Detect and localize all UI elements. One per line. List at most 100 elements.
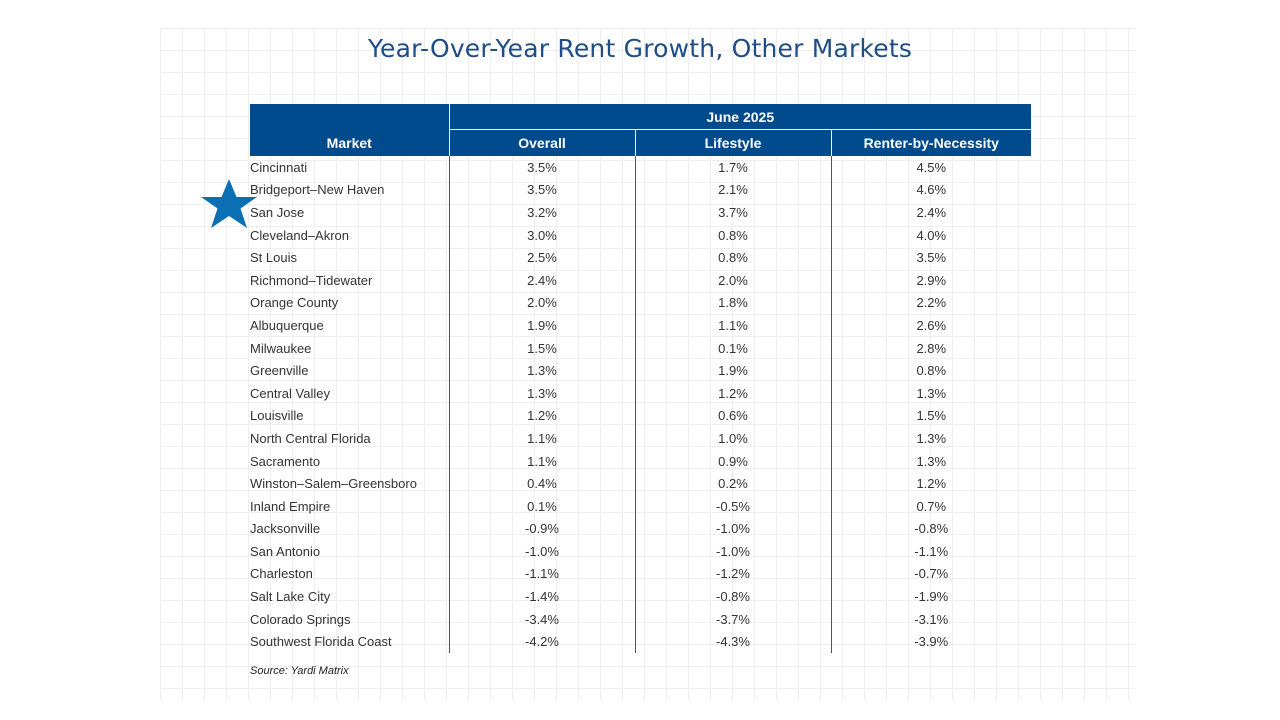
lifestyle-cell: -3.7% [634,607,831,631]
overall-cell: 1.3% [448,359,635,382]
renter-by-necessity-cell: 1.3% [830,427,1032,450]
overall-cell: -1.4% [448,585,635,608]
lifestyle-cell: 1.9% [634,359,831,382]
overall-cell: 1.5% [448,336,635,360]
lifestyle-cell: -0.8% [634,585,831,608]
renter-by-necessity-cell: 0.7% [830,494,1032,518]
lifestyle-cell: 1.7% [634,156,831,179]
market-cell: Sacramento [250,453,321,469]
renter-by-necessity-cell: 2.2% [830,291,1032,315]
lifestyle-cell: -4.3% [634,630,831,654]
header-row-columns: Overall Lifestyle Renter-by-Necessity [250,129,1032,156]
table-row: San Antonio -1.0% -1.0% -1.1% [250,540,1032,563]
lifestyle-cell: -1.2% [634,562,831,586]
table-row: Central Valley 1.3% 1.2% 1.3% [250,381,1032,405]
lifestyle-cell: -1.0% [634,517,831,541]
overall-cell: 3.2% [448,201,635,224]
table-row: Southwest Florida Coast -4.2% -4.3% -3.9% [250,630,1032,654]
overall-cell: 3.5% [448,178,635,202]
market-cell: San Antonio [250,543,321,559]
lifestyle-cell: 0.8% [634,223,831,247]
lifestyle-cell: 1.0% [634,427,831,450]
market-cell: Albuquerque [250,317,324,333]
market-cell: Southwest Florida Coast [250,634,392,650]
renter-by-necessity-cell: 4.5% [830,156,1032,179]
renter-by-necessity-cell: 2.4% [830,201,1032,224]
column-header-overall: Overall [448,129,635,156]
market-cell: San Jose [250,204,305,220]
renter-by-necessity-cell: -0.8% [830,517,1032,541]
overall-cell: 1.3% [448,381,635,405]
header-row-period: Market June 2025 [250,104,1032,156]
renter-by-necessity-cell: -1.1% [830,540,1032,563]
overall-cell: 3.0% [448,223,635,247]
lifestyle-cell: 1.1% [634,314,831,337]
table-row: St Louis 2.5% 0.8% 3.5% [250,246,1032,269]
lifestyle-cell: -0.5% [634,494,831,518]
overall-cell: 2.4% [448,268,635,292]
lifestyle-cell: 1.2% [634,381,831,405]
market-cell: Jacksonville [250,521,321,537]
overall-cell: 1.2% [448,404,635,428]
overall-cell: 1.1% [448,427,635,450]
star-icon [201,179,257,228]
renter-by-necessity-cell: -3.9% [830,630,1032,654]
table-row: Colorado Springs -3.4% -3.7% -3.1% [250,607,1032,631]
lifestyle-cell: 0.6% [634,404,831,428]
table-row: Albuquerque 1.9% 1.1% 2.6% [250,314,1032,337]
table-row: Orange County 2.0% 1.8% 2.2% [250,291,1032,315]
market-cell: Salt Lake City [250,589,331,605]
lifestyle-cell: 1.8% [634,291,831,315]
renter-by-necessity-cell: 4.6% [830,178,1032,202]
table-row: Richmond–Tidewater 2.4% 2.0% 2.9% [250,268,1032,292]
market-cell: Charleston [250,566,313,582]
table-row: Cleveland–Akron 3.0% 0.8% 4.0% [250,223,1032,247]
renter-by-necessity-cell: 4.0% [830,223,1032,247]
lifestyle-cell: -1.0% [634,540,831,563]
market-cell: Orange County [250,295,339,311]
lifestyle-cell: 3.7% [634,201,831,224]
table-row: Greenville 1.3% 1.9% 0.8% [250,359,1032,382]
market-cell: Milwaukee [250,340,312,356]
market-cell: Cleveland–Akron [250,227,350,243]
market-cell: North Central Florida [250,430,371,446]
lifestyle-cell: 0.2% [634,472,831,495]
market-cell: Bridgeport–New Haven [250,182,385,198]
overall-cell: 3.5% [448,156,635,179]
table-row: Charleston -1.1% -1.2% -0.7% [250,562,1032,586]
table-row: Winston–Salem–Greensboro 0.4% 0.2% 1.2% [250,472,1032,495]
overall-cell: -1.1% [448,562,635,586]
table-body: Cincinnati 3.5% 1.7% 4.5% Bridgeport–New Hav… [250,156,1032,654]
rent-growth-table: Market June 2025 Overall Lifestyle Rente… [250,104,1032,654]
renter-by-necessity-cell: 2.8% [830,336,1032,360]
column-header-market: Market [250,104,449,156]
table-row: Milwaukee 1.5% 0.1% 2.8% [250,336,1032,360]
market-cell: Inland Empire [250,498,331,514]
lifestyle-cell: 0.8% [634,246,831,269]
renter-by-necessity-cell: 1.3% [830,381,1032,405]
renter-by-necessity-cell: -3.1% [830,607,1032,631]
market-cell: Richmond–Tidewater [250,272,373,288]
overall-cell: -4.2% [448,630,635,654]
table-row: Sacramento 1.1% 0.9% 1.3% [250,449,1032,473]
overall-cell: 2.0% [448,291,635,315]
overall-cell: -1.0% [448,540,635,563]
lifestyle-cell: 0.9% [634,449,831,473]
market-cell: St Louis [250,250,297,266]
renter-by-necessity-cell: 2.9% [830,268,1032,292]
table-row: Cincinnati 3.5% 1.7% 4.5% [250,156,1032,179]
source-note: Source: Yardi Matrix [250,665,349,677]
overall-cell: 2.5% [448,246,635,269]
overall-cell: 0.1% [448,494,635,518]
table-row: Inland Empire 0.1% -0.5% 0.7% [250,494,1032,518]
chart-title: Year-Over-Year Rent Growth, Other Market… [367,34,913,63]
market-cell: Central Valley [250,385,330,401]
table-row: Jacksonville -0.9% -1.0% -0.8% [250,517,1032,541]
table-row: Bridgeport–New Haven 3.5% 2.1% 4.6% [250,178,1032,202]
renter-by-necessity-cell: 3.5% [830,246,1032,269]
period-header: June 2025 [448,104,1032,130]
market-cell: Colorado Springs [250,611,351,627]
renter-by-necessity-cell: 1.3% [830,449,1032,473]
market-cell: Winston–Salem–Greensboro [250,476,417,492]
table-row: Salt Lake City -1.4% -0.8% -1.9% [250,585,1032,608]
